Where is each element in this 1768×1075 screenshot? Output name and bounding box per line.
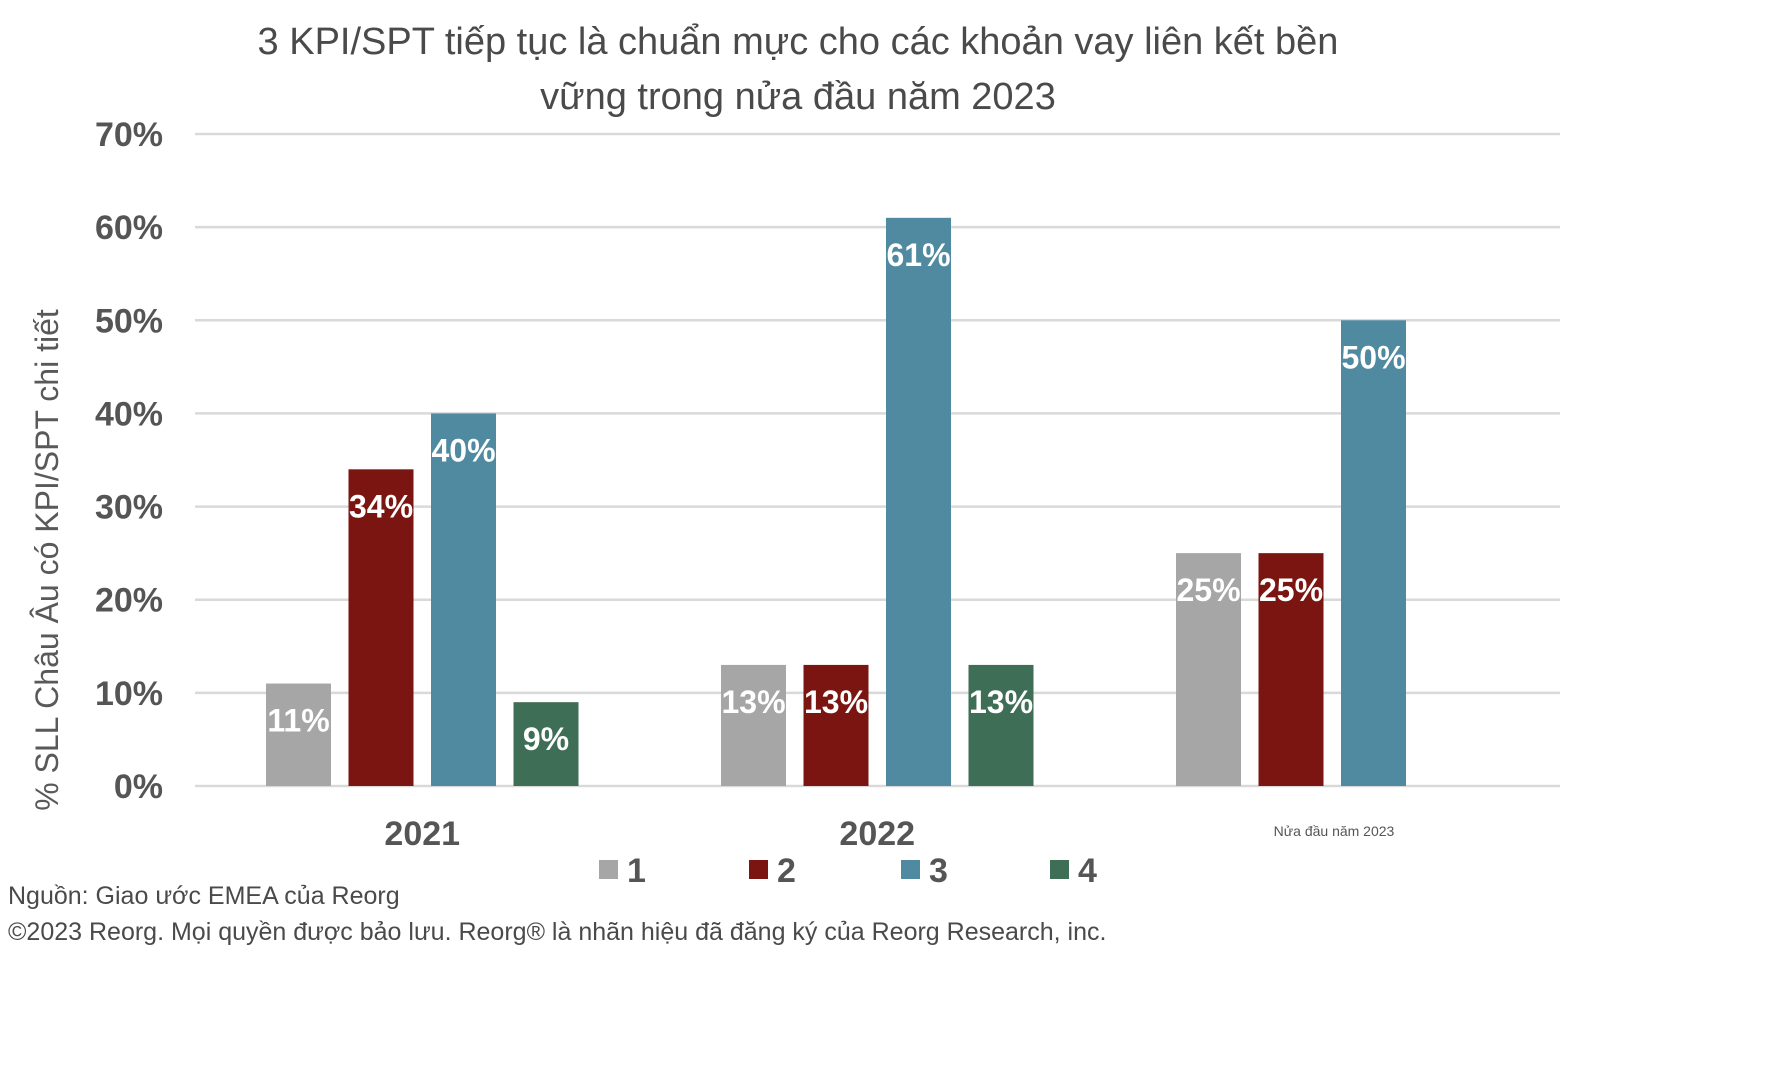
bar: [803, 664, 869, 786]
chart-title-line: vững trong nửa đầu năm 2023: [540, 76, 1056, 118]
legend-swatch: [599, 860, 618, 879]
legend-swatch: [749, 860, 768, 879]
legend-label: 4: [1078, 852, 1097, 890]
y-tick-label: 60%: [95, 209, 163, 247]
legend-label: 2: [777, 852, 796, 890]
bar-value-label: 40%: [431, 432, 495, 468]
bar-value-label: 13%: [721, 684, 785, 720]
bar: [721, 664, 786, 786]
bar: [348, 469, 414, 786]
bar-value-label: 61%: [886, 237, 950, 273]
bar-value-label: 25%: [1259, 572, 1323, 608]
copyright-note: ©2023 Reorg. Mọi quyền được bảo lưu. Reo…: [8, 918, 1107, 946]
y-axis-title: % SLL Châu Âu có KPI/SPT chi tiết: [29, 309, 65, 811]
y-tick-label: 40%: [95, 395, 163, 433]
bar-value-label: 34%: [349, 488, 413, 524]
legend-label: 3: [929, 852, 948, 890]
chart-title-line: 3 KPI/SPT tiếp tục là chuẩn mực cho các …: [258, 21, 1339, 63]
y-tick-label: 50%: [95, 302, 163, 340]
source-note: Nguồn: Giao ước EMEA của Reorg: [8, 882, 400, 910]
data-labels: 11% 34% 40% 9% 13% 13% 61% 13% 25% 25% 50%: [267, 237, 1405, 757]
bar: [1176, 553, 1241, 786]
x-tick-label: Nửa đầu năm 2023: [1274, 823, 1395, 839]
bar: [266, 683, 331, 786]
gridlines: [195, 132, 1560, 788]
legend-label: 1: [627, 852, 646, 890]
bars: [266, 217, 1406, 787]
bar: [1258, 553, 1324, 786]
x-axis-ticks: 2021 2022 Nửa đầu năm 2023: [384, 815, 1394, 853]
bar: [431, 413, 496, 786]
x-tick-label: 2022: [839, 815, 915, 853]
y-tick-label: 30%: [95, 489, 163, 527]
bar-value-label: 50%: [1341, 339, 1405, 375]
y-axis-ticks: 0% 10% 20% 30% 40% 50% 60% 70%: [95, 116, 163, 806]
bar: [968, 664, 1034, 786]
bar-value-label: 13%: [804, 684, 868, 720]
bar: [1341, 320, 1406, 786]
y-tick-label: 10%: [95, 675, 163, 713]
bar: [886, 217, 951, 787]
bar-value-label: 25%: [1176, 572, 1240, 608]
y-tick-label: 20%: [95, 582, 163, 620]
x-tick-label: 2021: [384, 815, 460, 853]
y-tick-label: 0%: [114, 768, 163, 806]
bar: [513, 702, 579, 786]
legend: 1 2 3 4: [599, 852, 1097, 890]
bar-value-label: 13%: [969, 684, 1033, 720]
y-axis-label: % SLL Châu Âu có KPI/SPT chi tiết: [29, 309, 65, 811]
y-tick-label: 70%: [95, 116, 163, 154]
legend-swatch: [1050, 860, 1069, 879]
bar-value-label: 9%: [523, 721, 569, 757]
chart-title: 3 KPI/SPT tiếp tục là chuẩn mực cho các …: [258, 21, 1339, 118]
bar-value-label: 11%: [267, 703, 329, 739]
legend-swatch: [901, 860, 920, 879]
